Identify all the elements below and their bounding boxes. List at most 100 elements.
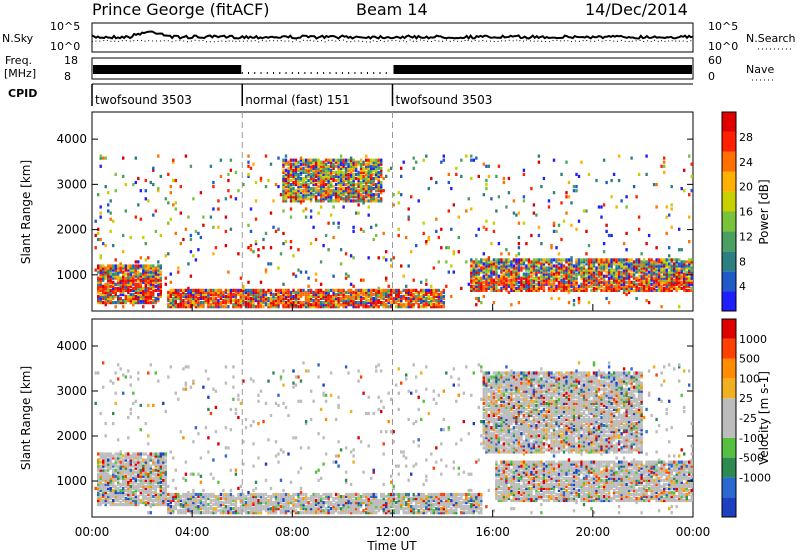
data-cell [555, 229, 558, 233]
data-cell [477, 284, 480, 288]
data-cell [182, 436, 185, 440]
data-cell [655, 284, 658, 288]
data-cell [139, 292, 142, 297]
data-cell [647, 301, 651, 305]
data-cell [112, 490, 115, 495]
data-cell [129, 472, 132, 476]
data-cell [627, 274, 631, 278]
data-cell [102, 264, 105, 268]
data-cell [292, 301, 295, 305]
data-cell [540, 272, 543, 276]
data-cell [344, 199, 348, 203]
data-cell [207, 301, 210, 305]
data-cell [204, 509, 208, 513]
data-cell [194, 229, 198, 233]
data-cell [104, 492, 107, 497]
data-cell [129, 282, 132, 286]
data-cell [665, 282, 668, 286]
data-cell [370, 187, 373, 191]
data-cell [500, 262, 503, 266]
data-cell [334, 303, 338, 307]
data-cell [460, 158, 463, 162]
data-cell [673, 282, 676, 286]
data-cell [680, 272, 683, 276]
data-cell [307, 178, 310, 183]
data-cell [234, 509, 238, 513]
data-cell [287, 288, 290, 292]
data-cell [227, 299, 230, 303]
data-cell [167, 303, 170, 307]
data-cell [500, 258, 503, 262]
data-cell [352, 166, 355, 170]
data-cell [344, 294, 348, 299]
data-cell [149, 454, 152, 458]
data-cell [132, 391, 135, 395]
data-cell [522, 266, 526, 270]
data-cell [139, 301, 142, 305]
data-cell [119, 470, 122, 474]
data-cell [257, 511, 260, 515]
data-cell [207, 299, 210, 303]
data-cell [525, 264, 528, 268]
data-cell [219, 301, 223, 305]
data-cell [267, 290, 270, 294]
data-cell [344, 168, 348, 172]
data-cell [422, 221, 425, 225]
data-cell [600, 274, 603, 278]
data-cell [114, 474, 117, 478]
data-cell [174, 494, 177, 499]
data-cell [277, 303, 280, 307]
data-cell [354, 290, 358, 294]
data-cell [319, 180, 323, 185]
data-cell [292, 176, 295, 181]
data-cell [104, 476, 107, 480]
data-cell [162, 490, 165, 495]
data-cell [262, 501, 265, 505]
data-cell [375, 296, 378, 301]
data-cell [357, 174, 360, 178]
data-cell [557, 266, 561, 270]
data-cell [297, 195, 300, 199]
data-cell [302, 166, 305, 170]
data-cell [114, 462, 117, 466]
data-cell [365, 294, 368, 299]
data-cell [97, 480, 100, 484]
data-cell [159, 496, 162, 501]
data-cell [375, 290, 378, 294]
data-cell [114, 272, 117, 276]
data-cell [354, 166, 358, 170]
data-cell [600, 266, 603, 270]
data-cell [370, 193, 373, 197]
data-cell [537, 276, 541, 280]
data-cell [237, 496, 240, 501]
data-cell [365, 189, 368, 193]
data-cell [485, 183, 488, 187]
data-cell [194, 301, 198, 305]
data-cell [222, 290, 225, 294]
data-cell [184, 294, 188, 299]
data-cell [139, 272, 142, 276]
data-cell [557, 296, 561, 301]
data-cell [475, 233, 478, 238]
data-cell [147, 478, 150, 482]
data-cell [359, 189, 363, 193]
data-cell [107, 264, 110, 268]
data-cell [102, 468, 105, 472]
data-cell [580, 288, 583, 292]
data-cell [174, 468, 177, 472]
data-cell [567, 290, 571, 294]
data-cell [152, 454, 155, 458]
data-cell [359, 197, 363, 201]
data-cell [137, 460, 140, 464]
data-cell [99, 478, 102, 482]
data-cell [635, 260, 638, 264]
data-cell [207, 296, 210, 301]
data-cell [137, 274, 140, 278]
data-cell [247, 301, 250, 305]
data-cell [194, 426, 198, 430]
data-cell [688, 288, 691, 292]
data-cell [137, 301, 140, 305]
data-cell [294, 160, 298, 164]
data-cell [622, 282, 626, 286]
data-cell [337, 166, 340, 170]
